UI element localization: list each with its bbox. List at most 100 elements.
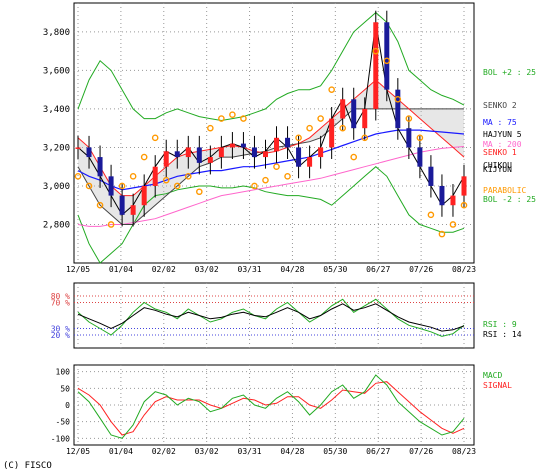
candle-body	[384, 22, 390, 90]
price-x-tick: 03/02	[195, 265, 219, 274]
parabolic-dot	[74, 173, 82, 180]
parabolic-dot	[284, 173, 291, 180]
price-legend-item: HAJYUN 5	[483, 130, 522, 139]
parabolic-dot	[107, 221, 115, 228]
rsi-legend-item: RSI : 14	[483, 330, 522, 339]
parabolic-dot	[350, 153, 358, 161]
parabolic-dot	[173, 182, 181, 190]
macd-grid	[74, 365, 474, 445]
macd-x-tick: 04/28	[280, 447, 304, 456]
price-x-tick: 04/28	[280, 265, 304, 274]
candle-body	[163, 151, 169, 167]
price-legend-item: BOL -2 : 25	[483, 195, 536, 204]
candle-body	[318, 147, 324, 158]
candle-body	[185, 147, 191, 158]
macd-y-tick: -100	[51, 434, 70, 443]
parabolic-dot	[317, 115, 324, 122]
candle-body	[450, 195, 456, 206]
price-panel-frame	[73, 2, 475, 264]
candle-body	[75, 147, 81, 149]
parabolic-dot	[438, 230, 446, 238]
parabolic-dot	[196, 188, 203, 196]
candle-body	[362, 108, 368, 129]
parabolic-dot	[184, 173, 192, 180]
candle-body	[285, 137, 291, 148]
parabolic-dot	[427, 211, 435, 219]
price-y-tick: 3,200	[43, 143, 70, 153]
parabolic-dot	[229, 111, 236, 119]
parabolic-dot	[129, 173, 137, 180]
price-x-tick: 06/27	[366, 265, 390, 274]
candle-body	[340, 99, 346, 119]
rsi-level-label: 20 %	[51, 331, 70, 340]
macd-legend-item: SIGNAL	[483, 381, 512, 390]
macd-x-tick: 01/04	[109, 447, 133, 456]
parabolic-dot	[240, 115, 247, 122]
parabolic-dot	[118, 182, 126, 190]
parabolic-dot	[372, 47, 380, 55]
macd-legend-item: MACD	[483, 371, 502, 380]
macd-y-tick-labels: 100 50 0 -50 -100	[51, 368, 70, 444]
price-x-tick: 08/23	[452, 265, 476, 274]
rsi-level-label: 30 %	[51, 325, 70, 334]
price-legend-item: CHIKOU	[483, 161, 512, 170]
macd-y-tick: -50	[56, 418, 71, 427]
candle-body	[196, 147, 202, 163]
rsi-series-group	[77, 298, 465, 337]
price-series-group	[74, 10, 468, 264]
bollinger-lower-line	[77, 166, 465, 264]
rsi-level-labels: 80 %70 % 30 %20 %	[51, 292, 70, 340]
price-x-tick: 07/26	[409, 265, 433, 274]
parabolic-dot	[306, 124, 313, 132]
macd-x-tick: 12/05	[66, 447, 90, 456]
price-y-tick-labels: 2,800 3,000 3,200 3,400 3,600 3,800	[43, 28, 70, 231]
candle-body	[428, 166, 434, 186]
candle-body	[207, 157, 213, 163]
price-x-tick: 05/30	[323, 265, 347, 274]
candle-body	[119, 195, 125, 215]
candle-body	[108, 176, 114, 196]
copyright-notice: (C) FISCO	[3, 461, 52, 471]
parabolic-dot	[218, 115, 225, 122]
parabolic-dot	[460, 201, 468, 209]
rsi-level-label: 70 %	[51, 299, 70, 308]
price-x-tick-labels: 12/05 01/04 02/02 03/02 03/31 04/28 05/30 06/27…	[66, 265, 476, 274]
candle-body	[395, 89, 401, 129]
candle-body	[240, 143, 246, 148]
candle-body	[97, 157, 103, 177]
rsi-legend-item: RSI : 9	[483, 320, 517, 329]
parabolic-dot	[207, 124, 214, 132]
candle-body	[351, 99, 357, 129]
macd-x-tick-labels: 12/05 01/04 02/02 03/02 03/31 04/28 05/30 06/27…	[66, 447, 476, 456]
parabolic-dot	[273, 163, 280, 171]
price-y-tick: 2,800	[43, 220, 70, 230]
parabolic-dot	[262, 176, 269, 184]
price-x-tick: 12/05	[66, 265, 90, 274]
parabolic-dot	[383, 57, 391, 65]
parabolic-dot	[96, 201, 104, 209]
macd-line	[77, 374, 465, 439]
bollinger-upper-line	[77, 11, 465, 122]
candle-body	[406, 128, 412, 148]
macd-x-tick: 03/02	[195, 447, 219, 456]
candle-body	[86, 147, 92, 158]
macd-series-group	[77, 374, 465, 439]
price-y-tick: 3,400	[43, 105, 70, 115]
parabolic-dot	[449, 221, 457, 228]
signal-line	[77, 381, 465, 436]
candle-body	[251, 147, 257, 158]
parabolic-dot	[339, 124, 346, 132]
macd-x-tick: 06/27	[366, 447, 390, 456]
rsi-level-label: 80 %	[51, 292, 70, 301]
macd-x-tick: 07/26	[409, 447, 433, 456]
candle-body	[130, 205, 136, 215]
parabolic-dot	[295, 134, 302, 142]
macd-x-tick: 03/31	[238, 447, 262, 456]
candle-body	[307, 157, 313, 167]
candle-body	[439, 185, 445, 206]
candle-body	[417, 147, 423, 167]
parabolic-dot	[405, 115, 413, 122]
